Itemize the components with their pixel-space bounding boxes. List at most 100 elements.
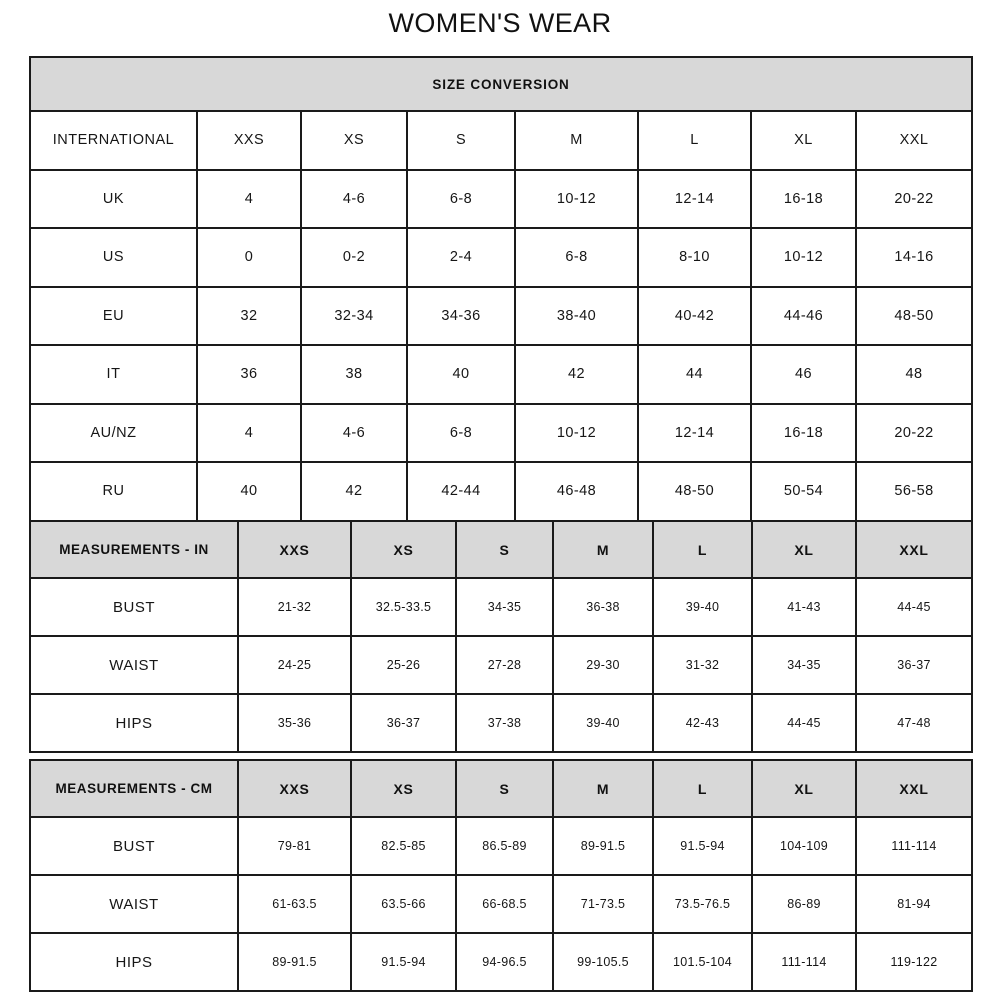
- cell: 34-35: [455, 577, 554, 637]
- column-header-xl: XL: [751, 520, 857, 579]
- row-label: WAIST: [29, 635, 239, 695]
- row-label: IT: [29, 344, 198, 405]
- column-header-xxl: XXL: [855, 520, 973, 579]
- row-label: BUST: [29, 577, 239, 637]
- row-label: HIPS: [29, 932, 239, 992]
- cell: 39-40: [552, 693, 654, 753]
- cell: 39-40: [652, 577, 753, 637]
- cell: 48-50: [637, 461, 752, 522]
- cell: 44: [637, 344, 752, 405]
- column-header-xs: XS: [350, 520, 457, 579]
- row-label: BUST: [29, 816, 239, 876]
- cell: 6-8: [514, 227, 639, 288]
- cell: 4: [196, 402, 302, 463]
- cell: 82.5-85: [350, 816, 457, 876]
- column-header-xxs: XXS: [237, 759, 352, 818]
- column-header-l: L: [652, 520, 753, 579]
- cell: 36-38: [552, 577, 654, 637]
- cell: 24-25: [237, 635, 352, 695]
- row-label: RU: [29, 461, 198, 522]
- cell: 37-38: [455, 693, 554, 753]
- cell: 10-12: [514, 402, 639, 463]
- row-label: UK: [29, 168, 198, 229]
- cell: 42: [514, 344, 639, 405]
- cell: 38-40: [514, 285, 639, 346]
- cell: 4-6: [300, 402, 408, 463]
- cell: 34-35: [751, 635, 857, 695]
- row-label: HIPS: [29, 693, 239, 753]
- cell: 32: [196, 285, 302, 346]
- measurements-in-body: MEASUREMENTS - IN XXS XS S M L XL XXL BU…: [29, 520, 973, 753]
- size-conversion-banner-row: SIZE CONVERSION: [28, 56, 974, 112]
- cell: 16-18: [750, 402, 857, 463]
- row-label: EU: [29, 285, 198, 346]
- column-header-s: S: [406, 110, 516, 171]
- cell: 42-43: [652, 693, 753, 753]
- table-row: AU/NZ 4 4-6 6-8 10-12 12-14 16-18 20-22: [29, 402, 974, 463]
- cell: 86-89: [751, 874, 857, 934]
- measurements-cm-header-row: MEASUREMENTS - CM XXS XS S M L XL XXL: [29, 759, 973, 818]
- cell: 86.5-89: [455, 816, 554, 876]
- cell: 4: [196, 168, 302, 229]
- column-header-l: L: [637, 110, 752, 171]
- table-row: BUST 79-81 82.5-85 86.5-89 89-91.5 91.5-…: [29, 816, 973, 876]
- table-row: EU 32 32-34 34-36 38-40 40-42 44-46 48-5…: [29, 285, 974, 346]
- cell: 91.5-94: [652, 816, 753, 876]
- table-row: WAIST 24-25 25-26 27-28 29-30 31-32 34-3…: [29, 635, 973, 695]
- cell: 20-22: [854, 168, 974, 229]
- column-header-m: M: [514, 110, 639, 171]
- cell: 0: [196, 227, 302, 288]
- table-row: HIPS 89-91.5 91.5-94 94-96.5 99-105.5 10…: [29, 932, 973, 992]
- column-header-xxl: XXL: [855, 759, 973, 818]
- table-row: HIPS 35-36 36-37 37-38 39-40 42-43 44-45…: [29, 693, 973, 753]
- cell: 20-22: [854, 402, 974, 463]
- cell: 40-42: [637, 285, 752, 346]
- row-label: WAIST: [29, 874, 239, 934]
- size-conversion-banner: SIZE CONVERSION: [28, 56, 974, 112]
- page-title: WOMEN'S WEAR: [388, 8, 612, 38]
- cell: 36-37: [350, 693, 457, 753]
- column-header-s: S: [455, 520, 554, 579]
- column-header-xxs: XXS: [196, 110, 302, 171]
- measurements-cm-table: MEASUREMENTS - CM XXS XS S M L XL XXL BU…: [29, 759, 973, 992]
- cell: 31-32: [652, 635, 753, 695]
- cell: 10-12: [514, 168, 639, 229]
- cell: 0-2: [300, 227, 408, 288]
- row-label: AU/NZ: [29, 402, 198, 463]
- cell: 94-96.5: [455, 932, 554, 992]
- column-header-xxs: XXS: [237, 520, 352, 579]
- measurements-in-header-row: MEASUREMENTS - IN XXS XS S M L XL XXL: [29, 520, 973, 579]
- cell: 79-81: [237, 816, 352, 876]
- cell: 12-14: [637, 402, 752, 463]
- cell: 48: [854, 344, 974, 405]
- cell: 36-37: [855, 635, 973, 695]
- cell: 104-109: [751, 816, 857, 876]
- table-row: BUST 21-32 32.5-33.5 34-35 36-38 39-40 4…: [29, 577, 973, 637]
- cell: 6-8: [406, 168, 516, 229]
- measurements-cm-header-label: MEASUREMENTS - CM: [29, 759, 239, 818]
- cell: 44-46: [750, 285, 857, 346]
- column-header-international: INTERNATIONAL: [29, 110, 198, 171]
- size-conversion-table: SIZE CONVERSION INTERNATIONAL XXS XS S M…: [28, 56, 974, 522]
- cell: 89-91.5: [237, 932, 352, 992]
- table-row: UK 4 4-6 6-8 10-12 12-14 16-18 20-22: [29, 168, 974, 229]
- cell: 73.5-76.5: [652, 874, 753, 934]
- cell: 44-45: [855, 577, 973, 637]
- cell: 25-26: [350, 635, 457, 695]
- table-row: WAIST 61-63.5 63.5-66 66-68.5 71-73.5 73…: [29, 874, 973, 934]
- cell: 38: [300, 344, 408, 405]
- column-header-xs: XS: [300, 110, 408, 171]
- column-header-m: M: [552, 759, 654, 818]
- measurements-in-table: MEASUREMENTS - IN XXS XS S M L XL XXL BU…: [29, 520, 973, 753]
- cell: 48-50: [854, 285, 974, 346]
- column-header-xl: XL: [751, 759, 857, 818]
- cell: 34-36: [406, 285, 516, 346]
- cell: 40: [196, 461, 302, 522]
- size-conversion-body: SIZE CONVERSION INTERNATIONAL XXS XS S M…: [28, 56, 974, 522]
- cell: 2-4: [406, 227, 516, 288]
- column-header-m: M: [552, 520, 654, 579]
- cell: 61-63.5: [237, 874, 352, 934]
- cell: 44-45: [751, 693, 857, 753]
- column-header-s: S: [455, 759, 554, 818]
- column-header-xs: XS: [350, 759, 457, 818]
